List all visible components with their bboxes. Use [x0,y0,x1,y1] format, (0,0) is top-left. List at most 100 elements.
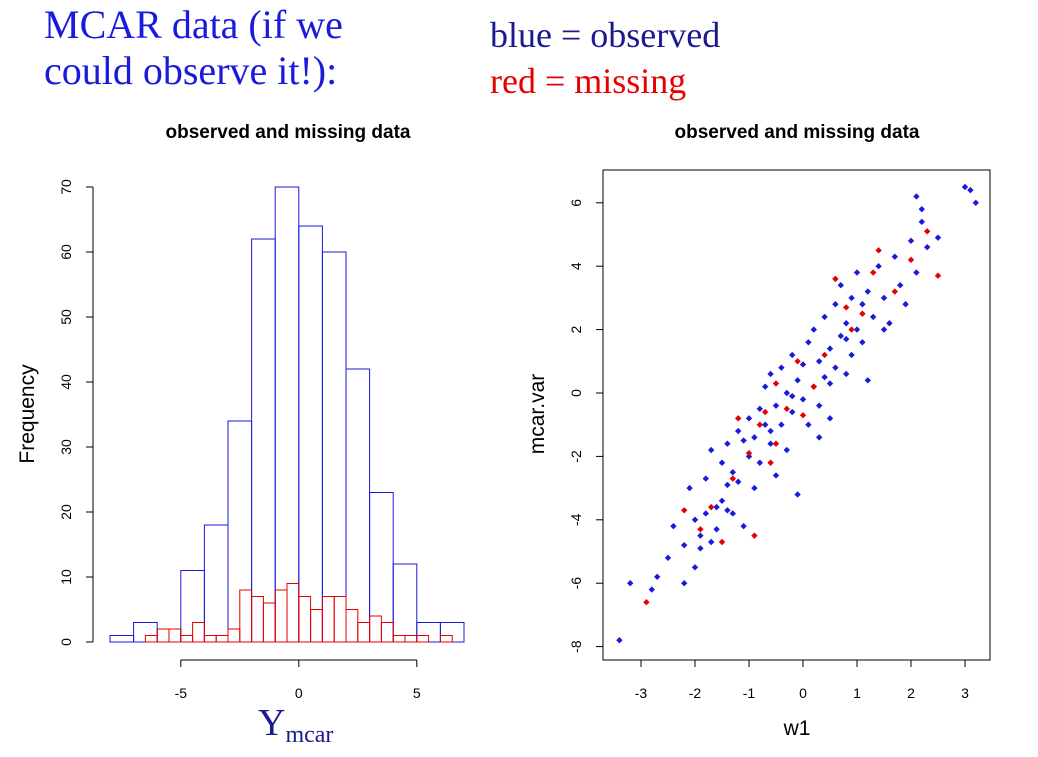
histogram-y-tick-label: 20 [58,504,74,520]
observed-point [821,313,828,321]
missing-point [907,256,915,264]
observed-bar [251,238,276,643]
observed-point [778,421,785,428]
observed-point [729,510,736,517]
histogram-ylabel: Frequency [16,364,39,464]
missing-point [832,275,839,283]
observed-point [708,538,715,546]
missing-bar [310,609,323,643]
missing-bar [215,635,229,643]
observed-point [740,522,747,530]
missing-point [843,304,850,311]
observed-point [853,326,861,333]
observed-point [794,377,801,384]
scatter-x-tick-label: -2 [689,685,702,701]
observed-point [826,380,834,387]
observed-point [756,405,763,413]
missing-point [859,310,866,317]
scatter-title: observed and missing data [675,122,920,143]
scatter-y-tick-label: -2 [568,450,584,463]
histogram-x-tick-label: 0 [295,685,303,701]
observed-point [897,282,904,289]
observed-point [832,364,839,371]
observed-point [805,339,812,346]
observed-point [724,440,731,447]
missing-bar [180,635,194,643]
scatter-x-tick-label: 2 [907,685,915,701]
observed-point [681,541,688,549]
missing-point [772,380,780,387]
missing-bar [274,589,288,643]
observed-point [880,294,888,302]
missing-point [718,538,726,546]
observed-point [843,335,850,343]
observed-point [843,370,850,378]
observed-point [778,364,785,371]
scatter-chart: observed and missing data -3 -2 -1 0 1 2 3 -8 -6… [526,122,991,740]
observed-point [864,288,871,295]
missing-bar [286,583,300,643]
missing-point [756,421,763,428]
observed-point [913,193,920,200]
missing-point [745,450,753,457]
observed-point [886,320,893,327]
missing-point [767,459,774,466]
observed-point [654,573,661,581]
observed-point [924,243,931,251]
observed-point [724,507,731,514]
observed-point [789,392,796,400]
observed-point [816,402,823,409]
missing-point [729,475,736,482]
missing-bar [416,635,430,643]
scatter-y-tick-label: 6 [568,199,584,207]
missing-bar [156,628,170,643]
missing-point [681,507,688,514]
observed-point [751,484,758,492]
scatter-y-tick-label: -6 [568,577,584,590]
legend-missing-text: red = missing [490,61,687,101]
observed-point [708,446,715,454]
missing-bar [333,596,347,643]
observed-point [751,434,758,441]
observed-bar [321,251,347,643]
missing-bar [227,628,241,643]
histogram-y-tick-label: 30 [58,439,74,455]
scatter-y-tick-label: -4 [568,513,584,526]
missing-point [643,599,650,606]
observed-point [729,469,736,476]
observed-point [627,580,634,587]
observed-point [783,446,790,454]
observed-point [616,637,623,644]
missing-point [772,440,780,447]
scatter-x-tick-label: -3 [635,685,648,701]
missing-bar [369,615,382,643]
missing-bar [262,602,276,643]
missing-point [934,272,942,279]
missing-bar [345,609,359,643]
missing-bar [380,622,394,643]
observed-point [870,313,877,321]
histogram-y-tick-label: 50 [58,309,74,325]
observed-point [918,218,925,226]
scatter-axes: -3 -2 -1 0 1 2 3 -8 -6 -4 -2 0 2 4 6 [568,199,969,701]
missing-bar [439,635,453,643]
observed-point [853,269,861,276]
observed-point [697,532,704,539]
observed-point [702,510,709,517]
observed-point [767,370,774,378]
missing-bar [404,635,418,643]
observed-point [837,282,844,289]
observed-point [918,205,925,213]
histogram-bars [109,186,465,643]
observed-point [864,377,871,384]
missing-bar [239,589,253,643]
observed-point [859,339,866,346]
observed-point [740,437,747,444]
missing-point [762,408,769,416]
observed-point [880,326,888,333]
histogram-y-tick-label: 60 [58,244,74,260]
observed-point [805,421,812,428]
observed-point [826,345,834,352]
observed-point [783,389,790,397]
